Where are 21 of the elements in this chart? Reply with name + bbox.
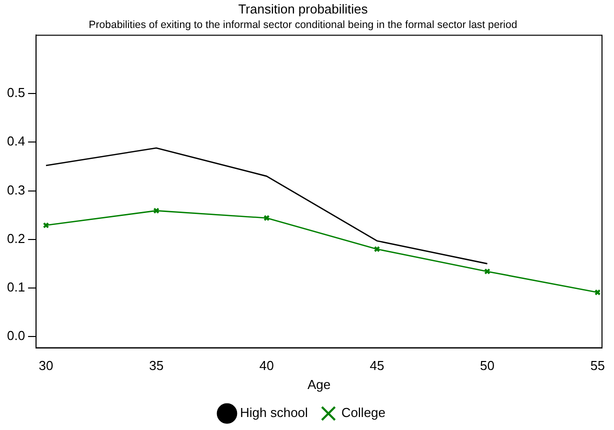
point: [264, 214, 270, 222]
x-tick-label: 55: [590, 358, 605, 374]
y-tick-label: 0.2: [6, 230, 26, 246]
x-tick-label: 30: [38, 358, 54, 374]
y-tick-label: 0.5: [6, 85, 26, 100]
x-tick-label: 45: [370, 358, 384, 374]
x-tick-label: 40: [259, 358, 274, 374]
y-tick-label: 0.3: [6, 182, 26, 198]
y-tick-label: 0.0: [6, 328, 26, 344]
x-tick-label: 35: [149, 358, 164, 374]
legend-label: High school: [240, 405, 308, 420]
point: [374, 246, 380, 252]
legend-label: College: [341, 405, 386, 420]
point: [484, 268, 490, 275]
point: [153, 208, 160, 214]
y-tick-label: 0.4: [6, 134, 26, 149]
y-tick-label: 0.1: [6, 280, 26, 295]
x-axis-title: Age: [307, 376, 331, 392]
chart-title: Transition probabilities: [238, 1, 368, 16]
chart-subtitle: Probabilities of exiting to the informal sector conditional being in the formal sector last period: [88, 18, 518, 31]
x-tick-label: 50: [480, 358, 495, 374]
